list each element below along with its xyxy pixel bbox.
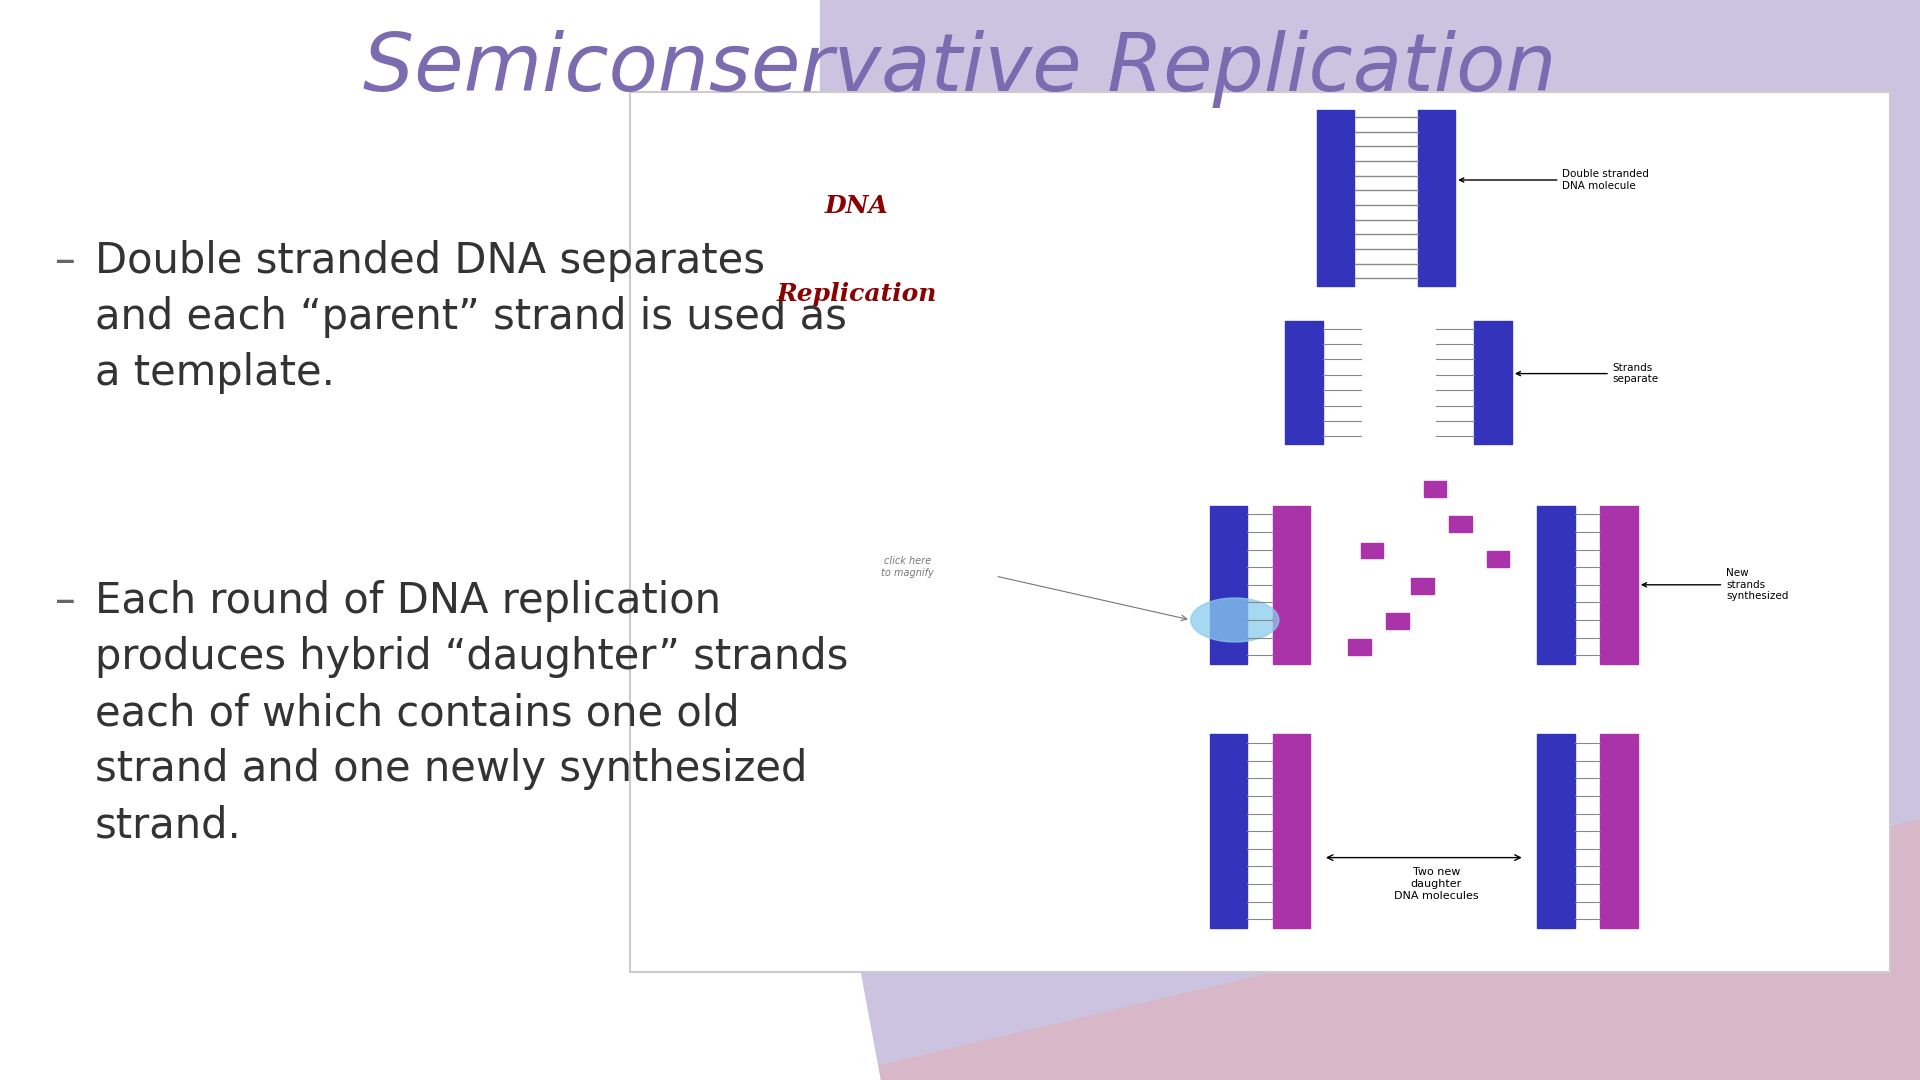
Bar (1450, 516, 1473, 532)
Text: DNA: DNA (826, 194, 889, 218)
Bar (1538, 734, 1574, 928)
Text: Strands
separate: Strands separate (1517, 363, 1659, 384)
Text: Double stranded DNA separates: Double stranded DNA separates (94, 240, 764, 282)
Bar (1273, 505, 1309, 664)
Bar (1599, 734, 1638, 928)
Bar (1317, 109, 1354, 285)
Text: strand.: strand. (94, 804, 242, 846)
Text: Two new
daughter
DNA molecules: Two new daughter DNA molecules (1394, 867, 1478, 901)
Text: strand and one newly synthesized: strand and one newly synthesized (94, 748, 808, 789)
Bar (1411, 578, 1434, 594)
Bar (1361, 542, 1384, 558)
Bar (1348, 639, 1371, 656)
Bar (1599, 505, 1638, 664)
Bar (1425, 481, 1446, 497)
Bar (1538, 505, 1574, 664)
Bar (630, 92, 1889, 972)
Text: and each “parent” strand is used as: and each “parent” strand is used as (94, 296, 847, 338)
Bar (1417, 109, 1455, 285)
Text: a template.: a template. (94, 352, 334, 394)
Bar (1273, 734, 1309, 928)
Text: Replication: Replication (776, 282, 937, 307)
Text: produces hybrid “daughter” strands: produces hybrid “daughter” strands (94, 636, 849, 678)
Polygon shape (1190, 598, 1279, 642)
Text: –: – (56, 240, 75, 282)
Text: Double stranded
DNA molecule: Double stranded DNA molecule (1459, 170, 1649, 191)
Polygon shape (0, 0, 879, 1080)
Bar (1486, 552, 1509, 567)
Bar (1284, 321, 1323, 444)
Text: each of which contains one old: each of which contains one old (94, 692, 739, 734)
Bar (1210, 505, 1248, 664)
Polygon shape (820, 820, 1920, 1080)
Text: Each round of DNA replication: Each round of DNA replication (94, 580, 722, 622)
Text: Semiconservative Replication: Semiconservative Replication (363, 30, 1557, 108)
Bar (1386, 613, 1409, 629)
Bar (1475, 321, 1511, 444)
Text: –: – (56, 580, 75, 622)
Text: click here
to magnify: click here to magnify (881, 556, 933, 578)
Text: New
strands
synthesized: New strands synthesized (1642, 568, 1789, 602)
Polygon shape (820, 0, 1920, 1080)
Bar (1210, 734, 1248, 928)
